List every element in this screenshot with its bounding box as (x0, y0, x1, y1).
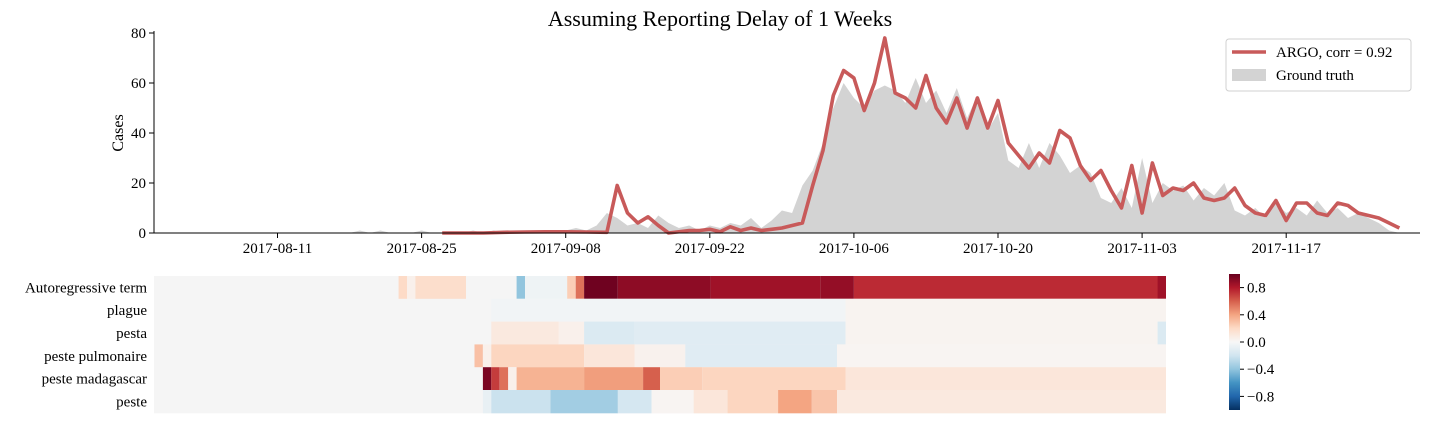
heatmap-cell (584, 367, 644, 391)
heatmap-cell (508, 367, 517, 391)
heatmap-cell (820, 276, 854, 300)
heatmap-cell (1157, 276, 1166, 300)
heatmap-cell (584, 276, 618, 300)
heatmap-row-labels: Autoregressive term plague pesta peste pulm… (25, 280, 147, 410)
x-tick-label: 2017-10-20 (963, 241, 1033, 257)
heatmap-cell (1157, 321, 1166, 345)
heatmap-row-label: peste madagascar (42, 372, 147, 388)
colorbar-gradient (1229, 274, 1240, 410)
y-axis-label: Cases (110, 114, 127, 151)
heatmap-rows (154, 276, 1166, 414)
line-chart: 0 20 40 60 80 2017-08-11 2017-08-25 2017-09-08 2… (131, 26, 1420, 257)
heatmap-cell (482, 390, 492, 414)
heatmap-cell (702, 367, 846, 391)
heatmap-cell (651, 390, 694, 414)
heatmap-cell (415, 276, 466, 300)
chart-title: Assuming Reporting Delay of 1 Weeks (548, 6, 892, 31)
x-tick-label: 2017-10-06 (819, 241, 889, 257)
y-tick-label: 60 (131, 76, 146, 92)
colorbar: 0.8 0.4 0.0 −0.4 −0.8 (1229, 274, 1275, 410)
heatmap-cell (550, 390, 618, 414)
heatmap-cell (525, 276, 568, 300)
heatmap-cell (685, 344, 838, 368)
heatmap-cell (482, 344, 492, 368)
heatmap-row-label: pesta (116, 326, 147, 342)
heatmap-cell (693, 390, 728, 414)
heatmap-row-label: peste pulmonaire (44, 349, 147, 365)
heatmap-cell (845, 367, 1166, 391)
heatmap-cell (617, 276, 711, 300)
heatmap-row-label: peste (116, 394, 147, 410)
heatmap-cell (575, 276, 585, 300)
x-tick-label: 2017-09-22 (675, 241, 745, 257)
heatmap-cell (660, 367, 703, 391)
heatmap-cell (558, 321, 585, 345)
heatmap-cell (845, 321, 1158, 345)
heatmap-cell (837, 390, 1166, 414)
heatmap-cell (398, 276, 407, 300)
heatmap-row-label: plague (107, 303, 147, 319)
heatmap-cell (516, 276, 525, 300)
x-tick-label: 2017-11-03 (1107, 241, 1176, 257)
heatmap-row-label: Autoregressive term (25, 280, 147, 296)
x-tick-label: 2017-08-11 (243, 241, 312, 257)
colorbar-tick-label: 0.8 (1247, 281, 1266, 297)
legend-box (1225, 38, 1412, 92)
heatmap-cell (407, 276, 416, 300)
heatmap-cell (491, 321, 559, 345)
heatmap-cell (584, 321, 635, 345)
heatmap-cell (845, 298, 1166, 323)
x-tick-label: 2017-09-08 (531, 241, 601, 257)
heatmap-cell (634, 321, 846, 345)
colorbar-tick-label: −0.8 (1247, 389, 1274, 405)
y-tick-label: 0 (139, 226, 147, 242)
colorbar-ticks: 0.8 0.4 0.0 −0.4 −0.8 (1240, 281, 1275, 405)
heatmap-cell (491, 390, 551, 414)
heatmap-cell (778, 390, 812, 414)
legend-swatch-ground-truth (1232, 69, 1266, 81)
heatmap-cell (499, 367, 509, 391)
x-tick-label: 2017-08-25 (387, 241, 457, 257)
series-ground-truth-area (154, 78, 1420, 233)
heatmap-cell (491, 367, 500, 391)
heatmap-cell (811, 390, 838, 414)
heatmap-cell (854, 276, 1166, 300)
colorbar-tick-label: 0.4 (1247, 308, 1266, 324)
x-tick-label: 2017-11-17 (1251, 241, 1321, 257)
legend-label-argo: ARGO, corr = 0.92 (1276, 45, 1392, 61)
heatmap-cell (710, 276, 821, 300)
y-tick-label: 20 (131, 176, 146, 192)
legend: ARGO, corr = 0.92 Ground truth (1225, 38, 1412, 92)
heatmap-cell (634, 344, 686, 368)
legend-label-ground-truth: Ground truth (1276, 68, 1354, 84)
heatmap-cell (482, 367, 492, 391)
heatmap-cell (643, 367, 660, 391)
heatmap-cell (617, 390, 652, 414)
colorbar-tick-label: 0.0 (1247, 335, 1266, 351)
heatmap-cell (567, 276, 576, 300)
colorbar-tick-label: −0.4 (1247, 362, 1275, 378)
area-layer (154, 78, 1420, 233)
heatmap-cell (474, 344, 483, 368)
heatmap-cell (491, 298, 846, 323)
heatmap-cell (837, 344, 1166, 368)
y-tick-label: 40 (131, 126, 146, 142)
axes: 0 20 40 60 80 2017-08-11 2017-08-25 2017-09-08 2… (131, 26, 1420, 257)
heatmap-cell (727, 390, 779, 414)
heatmap-cell (516, 367, 585, 391)
heatmap: Autoregressive term plague pesta peste pulm… (25, 276, 1166, 414)
heatmap-cell (584, 344, 635, 368)
heatmap-cell (491, 344, 585, 368)
y-tick-label: 80 (131, 26, 146, 42)
